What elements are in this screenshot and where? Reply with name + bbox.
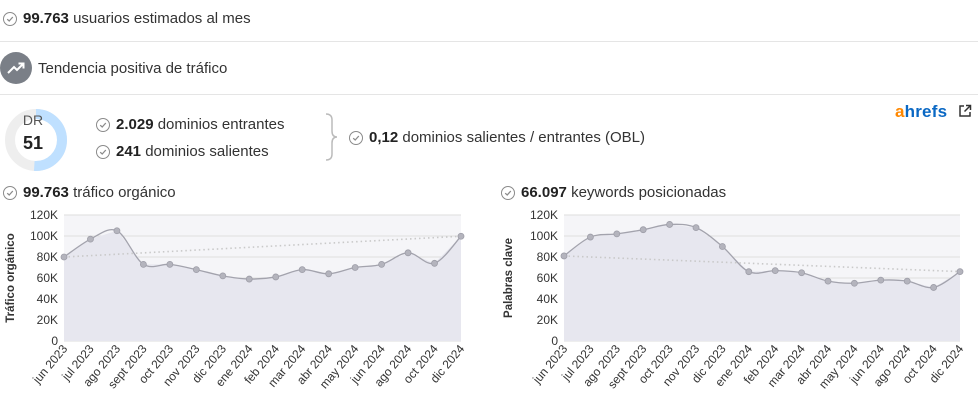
y-tick-label: 40K: [537, 292, 558, 306]
data-point[interactable]: [613, 230, 621, 238]
y-tick-label: 120K: [530, 208, 558, 222]
visitors-number: 99.763: [23, 10, 69, 27]
y-tick-label: 80K: [537, 250, 558, 264]
data-point[interactable]: [850, 279, 858, 287]
check-icon: [96, 117, 110, 132]
data-point[interactable]: [192, 266, 200, 273]
data-point[interactable]: [87, 235, 94, 243]
series-line: [563, 223, 961, 289]
y-tick-label: 40K: [37, 292, 58, 306]
check-icon: [3, 11, 17, 26]
data-point[interactable]: [431, 259, 438, 267]
keywords-text: keywords posicionadas: [571, 184, 727, 201]
y-tick-label: 120K: [30, 208, 58, 222]
obl-text: dominios salientes / entrantes (OBL): [402, 129, 645, 146]
divider: [0, 41, 978, 42]
data-point[interactable]: [903, 277, 911, 285]
data-point[interactable]: [771, 267, 779, 275]
series-area: [564, 224, 960, 341]
data-point[interactable]: [457, 232, 465, 240]
traffic-header: 99.763 tráfico orgánico: [3, 184, 176, 201]
trend-text: Tendencia positiva de tráfico: [38, 59, 228, 77]
y-tick-label: 0: [551, 334, 558, 348]
data-point[interactable]: [587, 233, 594, 241]
data-point[interactable]: [824, 277, 832, 285]
y-tick-label: 80K: [37, 250, 58, 264]
data-point[interactable]: [692, 224, 700, 232]
data-point[interactable]: [298, 266, 306, 273]
traffic-chart: 0 20K 40K 60K 80K 100K 120K Tráfico orgánico jun…: [5, 208, 468, 391]
check-icon: [96, 144, 110, 159]
y-tick-label: 60K: [537, 271, 558, 285]
dr-gauge: DR 51: [2, 106, 68, 172]
data-point[interactable]: [351, 264, 359, 271]
traffic-number: 99.763: [23, 184, 69, 201]
data-point[interactable]: [956, 268, 964, 275]
data-point[interactable]: [378, 260, 386, 268]
data-point[interactable]: [60, 253, 68, 261]
data-point[interactable]: [930, 284, 938, 291]
data-point[interactable]: [404, 249, 412, 257]
data-point[interactable]: [245, 275, 253, 283]
entrantes-number: 2.029: [116, 116, 154, 133]
data-point[interactable]: [877, 276, 885, 284]
y-tick-label: 0: [51, 334, 58, 348]
series-line: [63, 229, 462, 280]
data-point[interactable]: [639, 226, 647, 234]
x-tick-label: jun 2023: [529, 342, 570, 387]
dr-label: DR: [22, 112, 44, 128]
y-tick-label: 60K: [37, 271, 58, 285]
y-tick-label: 100K: [30, 229, 58, 243]
check-icon: [3, 185, 17, 200]
keywords-number: 66.097: [521, 184, 567, 201]
check-icon: [501, 185, 515, 200]
obl-number: 0,12: [369, 129, 399, 146]
dr-value: 51: [22, 133, 44, 153]
ahrefs-logo[interactable]: ahrefs: [895, 102, 948, 121]
salientes-number: 241: [116, 143, 142, 160]
y-tick-label: 100K: [530, 229, 558, 243]
data-point[interactable]: [219, 272, 227, 280]
dr-ring: [5, 109, 67, 171]
y-axis-label: Tráfico orgánico: [5, 233, 17, 322]
trend-line: [563, 255, 961, 273]
brace-icon: [325, 113, 338, 161]
data-point[interactable]: [113, 227, 121, 235]
data-point[interactable]: [139, 260, 147, 268]
data-point[interactable]: [666, 221, 674, 228]
y-axis-label: Palabras clave: [503, 238, 515, 318]
y-tick-label: 20K: [537, 313, 558, 327]
salientes-row: 241 dominios salientes: [96, 143, 269, 160]
traffic-text: tráfico orgánico: [73, 184, 176, 201]
trend-row: Tendencia positiva de tráfico: [0, 52, 227, 84]
keywords-header: 66.097 keywords posicionadas: [501, 184, 726, 201]
data-point[interactable]: [798, 269, 806, 277]
trend-line: [63, 235, 462, 258]
x-tick-label: jun 2023: [29, 342, 70, 387]
entrantes-row: 2.029 dominios entrantes: [96, 116, 284, 133]
keywords-chart: 0 20K 40K 60K 80K 100K 120K Palabras clave jun 2…: [503, 208, 967, 391]
trending-up-icon: [0, 52, 32, 84]
data-point[interactable]: [272, 273, 280, 281]
data-point[interactable]: [745, 268, 753, 276]
data-point[interactable]: [166, 260, 174, 268]
data-point[interactable]: [560, 252, 568, 260]
y-tick-label: 20K: [37, 313, 58, 327]
visitors-text: usuarios estimados al mes: [73, 10, 251, 27]
data-point[interactable]: [718, 243, 726, 250]
visitors-row: 99.763 usuarios estimados al mes: [3, 10, 251, 27]
salientes-text: dominios salientes: [145, 143, 269, 160]
divider: [0, 94, 978, 95]
series-area: [64, 230, 461, 341]
check-icon: [349, 130, 363, 145]
obl-row: 0,12 dominios salientes / entrantes (OBL…: [349, 129, 645, 146]
data-point[interactable]: [325, 270, 333, 278]
entrantes-text: dominios entrantes: [157, 116, 285, 133]
external-link-icon[interactable]: [958, 104, 972, 118]
